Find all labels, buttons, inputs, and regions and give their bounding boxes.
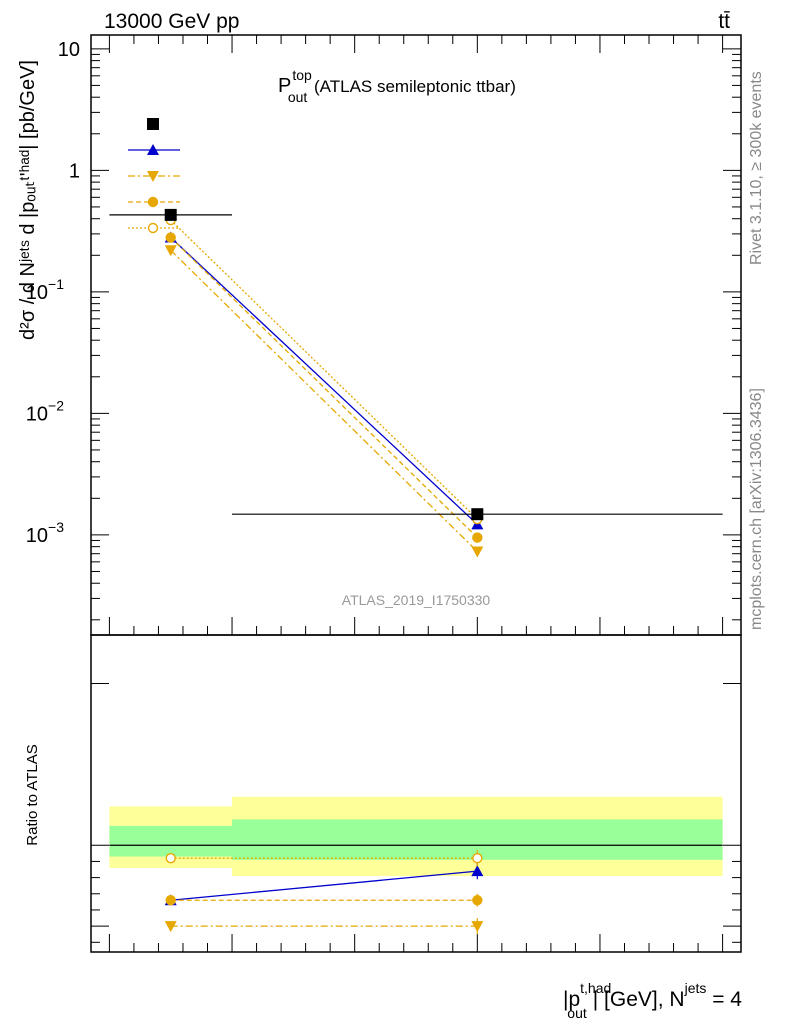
ratio-point-tune2c (472, 895, 483, 906)
ratio-point-tune1 (164, 921, 177, 933)
legend-marker-atlas (147, 118, 159, 130)
top-y-tick-label: 10−1 (26, 276, 64, 304)
legend-marker-tune2c (147, 196, 159, 208)
legend (128, 118, 180, 234)
bottom-series (164, 850, 484, 935)
rivet-label: Rivet 3.1.10, ≥ 300k events (748, 71, 765, 265)
top-y-tick-label: 10 (58, 39, 80, 61)
ratio-y-axis-label: Ratio to ATLAS (24, 744, 41, 845)
energy-label: 13000 GeV pp (104, 10, 239, 33)
ratio-point-tune1 (471, 921, 484, 933)
legend-marker-tune2m (147, 222, 159, 234)
watermark: ATLAS_2019_I1750330 (342, 592, 491, 608)
series-line-default (170, 237, 478, 525)
process-label: tt̄ (718, 10, 730, 33)
top-y-tick-label: 10−2 (26, 397, 64, 425)
data-point-tune1 (164, 245, 177, 257)
top-panel: 10 1 10−1 10−2 10−3 Ptop out (ATLAS semilepto… (17, 34, 742, 636)
legend-marker-default (147, 144, 159, 155)
ratio-point-tune2c (165, 895, 176, 906)
uncertainty-band-green (109, 825, 233, 857)
series-line-tune1 (170, 249, 478, 552)
data-point-tune2c (472, 532, 483, 543)
top-y-axis-label: d²σ / d Nʲᵉᵗˢ d |pₒᵤₜᵗ'ʰᵃᵈ| [pb/GeV] (17, 60, 39, 340)
bottom-plot-frame (90, 634, 742, 953)
x-axis-label: |pt,had out| [GeV], Njets = 4 (563, 980, 742, 1021)
top-plot-frame (90, 34, 742, 636)
data-point-tune2c (165, 232, 176, 243)
ratio-bands (109, 796, 723, 876)
ratio-point-tune2m (165, 852, 176, 864)
top-y-tick-label: 1 (69, 160, 80, 182)
data-point-atlas (471, 508, 484, 521)
mcplots-label: mcplots.cern.ch [arXiv:1306.3436] (748, 388, 765, 630)
data-point-tune1 (471, 546, 484, 558)
bottom-ticks (91, 683, 741, 952)
top-y-tick-label: 10−3 (26, 519, 64, 547)
series-line-tune2c (170, 237, 478, 539)
data-point-atlas (164, 208, 177, 221)
top-ticks: 10 1 10−1 10−2 10−3 (26, 35, 741, 635)
bottom-panel: Ratio to ATLAS |pt,had out| [GeV], Njets … (24, 634, 742, 1021)
legend-marker-tune1 (147, 171, 159, 182)
ratio-line-default (170, 870, 478, 901)
ratio-point-tune2m (472, 852, 483, 864)
plot-title: Ptop out (ATLAS semileptonic ttbar) (278, 67, 516, 105)
top-series (109, 208, 723, 558)
ratio-point-default (471, 865, 484, 877)
series-line-tune2m (170, 219, 478, 520)
